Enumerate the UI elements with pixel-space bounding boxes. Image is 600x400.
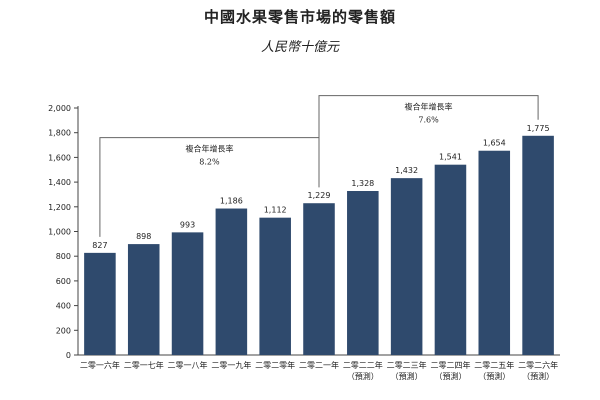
bar (390, 178, 423, 355)
x-tick-label: （預測） (478, 371, 510, 381)
y-tick-label: 2,000 (48, 104, 71, 113)
data-label: 1,328 (351, 179, 374, 188)
bar (303, 203, 335, 355)
data-label: 1,775 (527, 124, 550, 133)
x-tick-label: 二零二五年 (474, 360, 514, 370)
cagr-label: 複合年增長率 (405, 102, 453, 112)
y-tick-label: 1,400 (48, 178, 71, 187)
chart-subtitle: 人民幣十億元 (260, 40, 339, 55)
data-label: 1,186 (220, 197, 243, 206)
x-tick-label: 二零一八年 (168, 360, 208, 370)
x-tick-label: （預測） (391, 371, 423, 381)
cagr-value: 8.2% (199, 158, 220, 167)
x-tick-label: （預測） (522, 371, 554, 381)
bar (522, 135, 554, 355)
y-tick-label: 1,600 (48, 153, 71, 162)
bar (215, 208, 248, 355)
x-tick-label: 二零二六年 (518, 360, 558, 370)
x-tick-label: 二零二二年 (343, 360, 383, 370)
data-label: 993 (180, 220, 195, 229)
x-tick-label: （預測） (434, 371, 466, 381)
y-tick-label: 1,200 (48, 203, 71, 212)
x-tick-label: 二零二三年 (387, 360, 427, 370)
data-label: 827 (92, 241, 107, 250)
y-tick-label: 0 (66, 351, 71, 360)
y-tick-label: 600 (56, 277, 71, 286)
x-tick-label: 二零一七年 (124, 360, 164, 370)
x-tick-label: 二零二四年 (430, 360, 470, 370)
x-tick-label: （預測） (347, 371, 379, 381)
y-tick-label: 1,800 (48, 129, 71, 138)
y-tick-label: 800 (56, 252, 71, 261)
data-label: 1,654 (483, 139, 506, 148)
y-tick-label: 400 (56, 302, 71, 311)
bar (84, 252, 116, 355)
bar (478, 150, 511, 355)
bar (434, 164, 467, 355)
bar (171, 232, 204, 355)
data-label: 1,112 (264, 206, 287, 215)
y-tick-label: 200 (56, 326, 71, 335)
data-label: 1,541 (439, 153, 462, 162)
y-tick-label: 1,000 (48, 228, 71, 237)
chart-title: 中國水果零售市場的零售額 (203, 8, 396, 26)
x-tick-label: 二零二一年 (299, 360, 339, 370)
cagr-bracket (318, 95, 539, 188)
x-tick-label: 二零一九年 (211, 360, 251, 370)
bar (347, 190, 379, 355)
data-label: 1,229 (308, 191, 331, 200)
data-label: 898 (136, 232, 151, 241)
cagr-label: 複合年增長率 (185, 144, 233, 154)
x-tick-label: 二零一六年 (80, 360, 120, 370)
data-label: 1,432 (395, 166, 418, 175)
bar (259, 217, 291, 355)
bar (127, 244, 160, 355)
cagr-value: 7.6% (418, 116, 439, 125)
x-tick-label: 二零二零年 (255, 360, 295, 370)
